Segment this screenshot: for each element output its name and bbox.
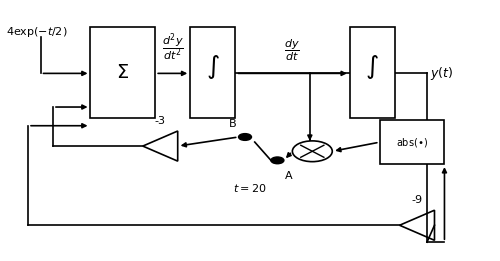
Text: $\dfrac{dy}{dt}$: $\dfrac{dy}{dt}$ (284, 38, 300, 63)
Text: -9: -9 (412, 195, 422, 205)
Bar (350, 27, 395, 117)
Text: $\int$: $\int$ (206, 53, 220, 81)
Text: B: B (228, 119, 236, 129)
Text: $\int$: $\int$ (365, 53, 379, 81)
Text: $\Sigma$: $\Sigma$ (116, 63, 130, 82)
Text: $\mathrm{abs}(\bullet)$: $\mathrm{abs}(\bullet)$ (396, 136, 428, 149)
Circle shape (292, 141, 333, 162)
Circle shape (238, 134, 252, 140)
Text: $\dfrac{d^2y}{dt^2}$: $\dfrac{d^2y}{dt^2}$ (162, 31, 184, 63)
Text: A: A (284, 171, 292, 181)
Text: $y(t)$: $y(t)$ (430, 65, 453, 82)
Bar (380, 120, 444, 164)
Text: $4\exp(-t/2)$: $4\exp(-t/2)$ (6, 25, 67, 39)
Bar (190, 27, 235, 117)
Text: -3: -3 (154, 116, 166, 126)
Text: $t = 20$: $t = 20$ (234, 182, 266, 194)
Bar (90, 27, 156, 117)
Circle shape (271, 157, 284, 164)
